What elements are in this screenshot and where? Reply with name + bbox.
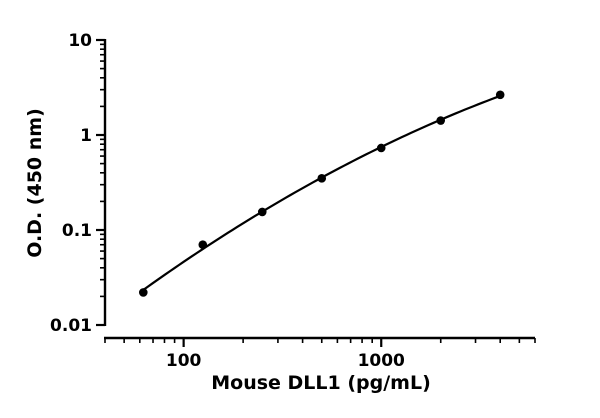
data-point bbox=[436, 116, 446, 125]
data-point bbox=[376, 143, 386, 153]
x-tick-label: 1000 bbox=[358, 351, 405, 371]
axes: 0.01 0.1 1 10 100 1000 bbox=[50, 31, 536, 371]
x-axis-title: Mouse DLL1 (pg/mL) bbox=[211, 372, 431, 394]
data-point bbox=[138, 288, 148, 297]
x-tick-label: 100 bbox=[166, 351, 202, 371]
data-points-layer bbox=[138, 90, 505, 297]
y-tick-label: 10 bbox=[68, 31, 92, 51]
y-axis-title: O.D. (450 nm) bbox=[24, 108, 46, 258]
y-tick-label: 0.01 bbox=[50, 316, 92, 336]
fit-curve-line bbox=[142, 94, 501, 291]
data-point bbox=[198, 240, 208, 250]
y-tick-label: 1 bbox=[80, 126, 92, 146]
y-tick-label: 0.1 bbox=[62, 221, 92, 241]
data-point bbox=[257, 207, 267, 217]
fit-curve-layer bbox=[142, 94, 501, 291]
data-point bbox=[317, 174, 327, 183]
data-point bbox=[495, 90, 505, 100]
